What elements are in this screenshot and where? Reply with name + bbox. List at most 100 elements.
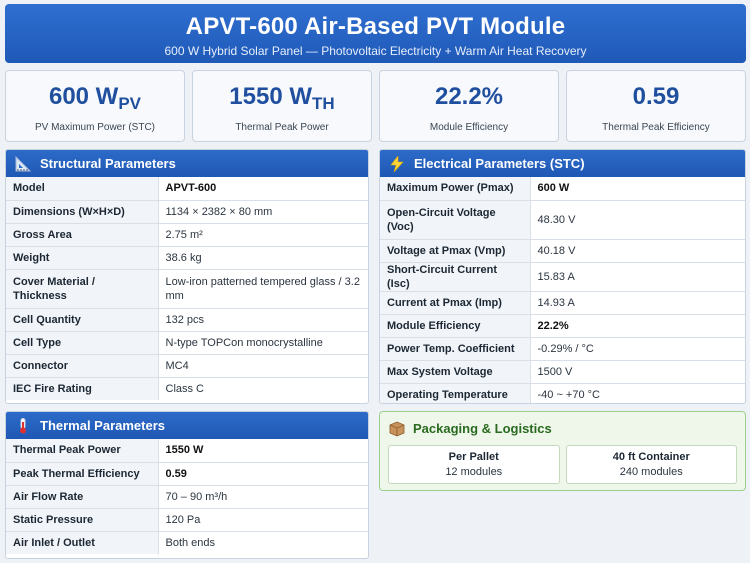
panel-title: Thermal Parameters [40,418,166,433]
param-name: Connector [6,354,159,378]
param-value: 40.18 V [530,239,745,263]
param-value: 2.75 m² [158,223,368,247]
param-value: Both ends [165,536,216,549]
param-name: Operating Temperature [380,383,531,403]
param-name: Thermal Peak Power [6,439,159,463]
kpi-value: 1550 W [229,83,313,110]
param-value: N-type TOPCon monocrystalline [158,331,368,355]
param-name: Model [6,177,159,201]
param-name: Max System Voltage [380,360,531,384]
param-value: 0.59 [158,462,368,486]
electrical-table: Maximum Power (Pmax) 600 W Open-Circuit V… [380,177,745,403]
ruler-icon [15,155,31,172]
table-row: Cell Type N-type TOPCon monocrystalline [6,331,368,355]
kpi-card-module-efficiency: 22.2% Module Efficiency [379,70,559,142]
param-name: Current at Pmax (Imp) [380,291,531,315]
panel-header: Packaging & Logistics [380,412,745,445]
param-name: Cell Quantity [6,308,159,332]
table-row: Peak Thermal Efficiency 0.59 [6,462,368,486]
logistics-card-title: 40 ft Container [612,451,690,463]
table-row: Max System Voltage 1500 V [380,360,745,384]
page-title: APVT-600 Air-Based PVT Module [185,13,566,40]
kpi-value: 22.2% [434,83,504,110]
param-value: 132 pcs [158,308,368,332]
structural-parameters-panel: Structural Parameters Model APVT-600 Dime… [5,149,369,404]
table-row: Connector MC4 [6,354,368,378]
kpi-card-thermal-efficiency: 0.59 Thermal Peak Efficiency [566,70,746,142]
table-row: Thermal Peak Power 1550 W [6,439,368,463]
table-row: Cell Quantity 132 pcs [6,308,368,332]
param-name: Open-Circuit Voltage (Voc) [380,200,531,240]
table-row: Module Efficiency 22.2% [380,314,745,338]
param-value: 1500 V [530,360,745,384]
kpi-card-pv-power: 600 WPV PV Maximum Power (STC) [5,70,185,142]
panel-header: Electrical Parameters (STC) [380,150,745,177]
table-row: Gross Area 2.75 m² [6,223,368,247]
table-row: Power Temp. Coefficient -0.29% / °C [380,337,745,361]
kpi-label: Thermal Peak Power [235,122,329,133]
param-name: Static Pressure [6,508,159,532]
param-value: -40 ~ +70 °C [537,388,601,401]
param-value: Low-iron patterned tempered glass / 3.2 … [158,269,368,309]
param-name: Short-Circuit Current (Isc) [380,262,531,292]
kpi-value: 0.59 [632,83,680,110]
param-value: -0.29% / °C [530,337,745,361]
logistics-card-container: 40 ft Container 240 modules [565,445,737,484]
table-row: Open-Circuit Voltage (Voc) 48.30 V [380,200,745,240]
panel-header: Thermal Parameters [6,412,368,439]
page-subtitle: 600 W Hybrid Solar Panel — Photovoltaic … [164,44,587,58]
param-name: IEC Fire Rating [6,377,159,400]
table-row: Maximum Power (Pmax) 600 W [380,177,745,201]
package-icon [389,421,405,437]
panel-title: Electrical Parameters (STC) [414,156,585,171]
param-value: 1550 W [158,439,368,463]
thermal-table: Thermal Peak Power 1550 W Peak Thermal Ef… [6,439,368,554]
kpi-value-subscript: TH [312,94,335,113]
kpi-card-thermal-power: 1550 WTH Thermal Peak Power [192,70,372,142]
param-value: 120 Pa [158,508,368,532]
thermal-parameters-panel: Thermal Parameters Thermal Peak Power 155… [5,411,369,559]
param-name: Air Flow Rate [6,485,159,509]
param-name: Peak Thermal Efficiency [6,462,159,486]
param-value: 70 – 90 m³/h [158,485,368,509]
table-row: IEC Fire Rating Class C [6,377,368,400]
logistics-card-pallet: Per Pallet 12 modules [388,445,560,484]
page-header: APVT-600 Air-Based PVT Module 600 W Hybr… [5,4,746,63]
panel-header: Structural Parameters [6,150,368,177]
table-row: Cover Material / Thickness Low-iron patte… [6,269,368,309]
param-name: Dimensions (W×H×D) [6,200,159,224]
table-row: Current at Pmax (Imp) 14.93 A [380,291,745,315]
param-value: 1134 × 2382 × 80 mm [158,200,368,224]
param-name: Weight [6,246,159,270]
table-row: Model APVT-600 [6,177,368,201]
param-name: Module Efficiency [380,314,531,338]
param-name: Cover Material / Thickness [6,269,159,309]
table-row: Dimensions (W×H×D) 1134 × 2382 × 80 mm [6,200,368,224]
param-name: Air Inlet / Outlet [6,531,159,554]
panel-title: Structural Parameters [40,156,176,171]
param-value: 38.6 kg [158,246,368,270]
param-value: 14.93 A [530,291,745,315]
table-row: Static Pressure 120 Pa [6,508,368,532]
logistics-card-value: 240 modules [619,466,683,478]
table-row: Air Inlet / Outlet Both ends [6,531,368,554]
lightning-icon [389,155,405,172]
kpi-row: 600 WPV PV Maximum Power (STC) 1550 WTH … [5,70,746,142]
param-name: Gross Area [6,223,159,247]
packaging-logistics-panel: Packaging & Logistics Per Pallet 12 modu… [379,411,746,491]
kpi-label: PV Maximum Power (STC) [34,122,155,133]
table-row: Short-Circuit Current (Isc) 15.83 A [380,262,745,292]
param-name: Maximum Power (Pmax) [380,177,531,201]
table-row: Air Flow Rate 70 – 90 m³/h [6,485,368,509]
param-name: Voltage at Pmax (Vmp) [380,239,531,263]
param-value: 22.2% [530,314,745,338]
kpi-label: Thermal Peak Efficiency [602,122,710,133]
kpi-value-subscript: PV [118,94,142,113]
structural-table: Model APVT-600 Dimensions (W×H×D) 1134 × 2… [6,177,368,400]
thermometer-icon [15,417,31,434]
table-row: Weight 38.6 kg [6,246,368,270]
param-value: 600 W [530,177,745,201]
panel-title: Packaging & Logistics [413,421,552,436]
logistics-card-value: 12 modules [445,466,503,478]
param-name: Power Temp. Coefficient [380,337,531,361]
